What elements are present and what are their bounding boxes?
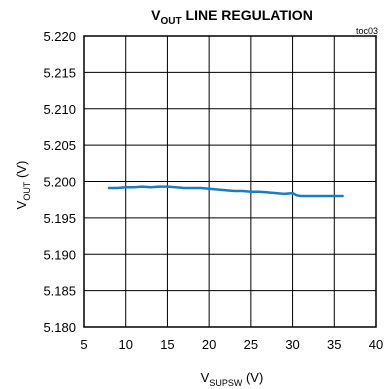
series-line bbox=[107, 185, 344, 198]
y-tick-label: 5.220 bbox=[43, 29, 76, 44]
series-layer bbox=[107, 185, 344, 198]
y-tick-label: 5.195 bbox=[43, 211, 76, 226]
chart-title: VOUT LINE REGULATION bbox=[151, 7, 313, 27]
y-tick-label: 5.210 bbox=[43, 102, 76, 117]
y-tick-label: 5.185 bbox=[43, 284, 76, 299]
x-tick-label: 35 bbox=[327, 337, 341, 352]
x-tick-label: 10 bbox=[118, 337, 132, 352]
y-tick-label: 5.215 bbox=[43, 65, 76, 80]
x-tick-label: 40 bbox=[369, 337, 383, 352]
x-tick-label: 15 bbox=[160, 337, 174, 352]
y-tick-label: 5.180 bbox=[43, 320, 76, 335]
y-tick-label: 5.205 bbox=[43, 138, 76, 153]
x-tick-label: 25 bbox=[244, 337, 258, 352]
chart-tag: toc03 bbox=[356, 26, 378, 36]
x-tick-labels: 5 10 15 20 25 30 35 40 bbox=[80, 337, 383, 352]
y-tick-labels: 5.180 5.185 5.190 5.195 5.200 5.205 5.210 5.215… bbox=[43, 29, 76, 335]
plot-frame bbox=[83, 35, 377, 328]
y-tick-label: 5.190 bbox=[43, 247, 76, 262]
y-axis-label: VOUT (V) bbox=[14, 161, 32, 210]
x-tick-label: 20 bbox=[202, 337, 216, 352]
x-axis-label: VSUPSW (V) bbox=[201, 370, 264, 388]
grid-lines bbox=[84, 36, 376, 327]
x-tick-label: 30 bbox=[285, 337, 299, 352]
y-tick-label: 5.200 bbox=[43, 175, 76, 190]
x-tick-label: 5 bbox=[80, 337, 87, 352]
